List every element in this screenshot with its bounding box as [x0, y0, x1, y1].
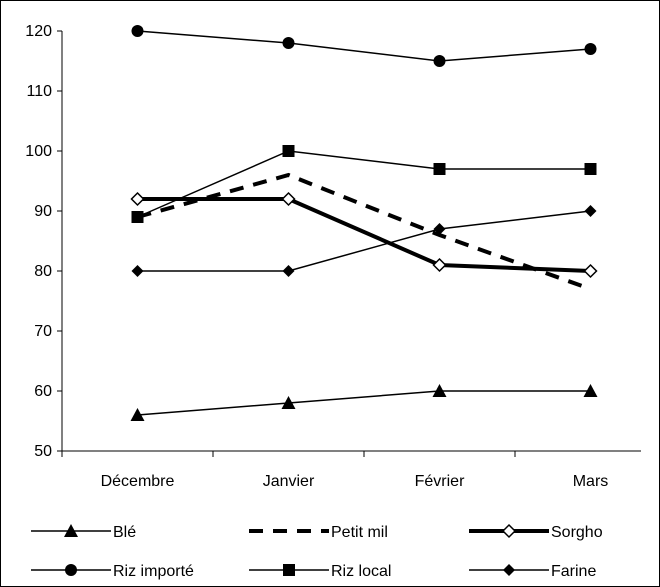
data-point-ble	[583, 384, 598, 397]
legend-item-sorgho: Sorgho	[469, 523, 603, 541]
y-tick-label: 100	[25, 143, 52, 160]
legend-label: Petit mil	[331, 524, 388, 541]
legend-item-ble: Blé	[31, 524, 136, 541]
legend-label: Blé	[113, 524, 136, 541]
y-tick-label: 80	[34, 263, 52, 280]
data-point-farine	[131, 265, 144, 277]
legend-item-farine: Farine	[469, 563, 596, 580]
data-point-ble	[281, 396, 296, 409]
data-point-farine	[584, 205, 597, 217]
legend-item-petit-mil: Petit mil	[249, 524, 388, 541]
legend-marker	[283, 564, 295, 576]
plot-area: 50 60 70 80 90 100 110 120 Décembre Janvier Févrie…	[25, 23, 641, 490]
data-point-sorgho	[583, 263, 598, 279]
legend-marker	[503, 564, 515, 576]
data-point-ble	[432, 384, 447, 397]
data-point-sorgho	[281, 191, 296, 207]
legend: Blé Petit mil Sorgho Riz importé Riz local Fa…	[31, 523, 603, 580]
y-tick-label: 90	[34, 203, 52, 220]
data-point-riz-local	[584, 163, 597, 175]
data-point-riz-local	[131, 211, 144, 223]
x-tick-label: Janvier	[263, 473, 315, 490]
series-line-riz-importe	[137, 30, 591, 62]
legend-marker	[65, 564, 77, 576]
series-line-ble	[137, 390, 591, 416]
data-point-riz-importe	[433, 55, 446, 67]
data-point-farine	[282, 265, 295, 277]
series-line-farine	[137, 210, 591, 272]
data-point-riz-local	[433, 163, 446, 175]
y-tick-label: 60	[34, 383, 52, 400]
series-line-sorgho	[137, 197, 591, 273]
legend-label: Riz importé	[113, 563, 194, 580]
data-point-sorgho	[130, 191, 145, 207]
series-line-riz-local	[137, 150, 591, 218]
y-tick-label: 50	[34, 443, 52, 460]
legend-label: Riz local	[331, 563, 391, 580]
legend-label: Sorgho	[551, 524, 603, 541]
legend-label: Farine	[551, 563, 596, 580]
data-point-riz-importe	[282, 37, 295, 49]
data-point-riz-importe	[131, 25, 144, 37]
x-tick-label: Mars	[573, 473, 609, 490]
y-tick-label: 70	[34, 323, 52, 340]
legend-marker	[501, 523, 517, 539]
legend-marker	[64, 524, 78, 537]
data-point-farine	[433, 223, 446, 235]
legend-item-riz-local: Riz local	[249, 563, 391, 580]
data-point-riz-importe	[584, 43, 597, 55]
x-tick-label: Décembre	[101, 473, 175, 490]
x-tick-label: Février	[415, 473, 465, 490]
y-tick-label: 110	[26, 83, 52, 100]
data-point-riz-local	[282, 145, 295, 157]
series-line-petit-mil	[136, 172, 592, 291]
data-point-sorgho	[432, 257, 447, 273]
data-point-ble	[130, 408, 145, 421]
legend-item-riz-importe: Riz importé	[31, 563, 194, 580]
y-tick-label: 120	[25, 23, 52, 40]
